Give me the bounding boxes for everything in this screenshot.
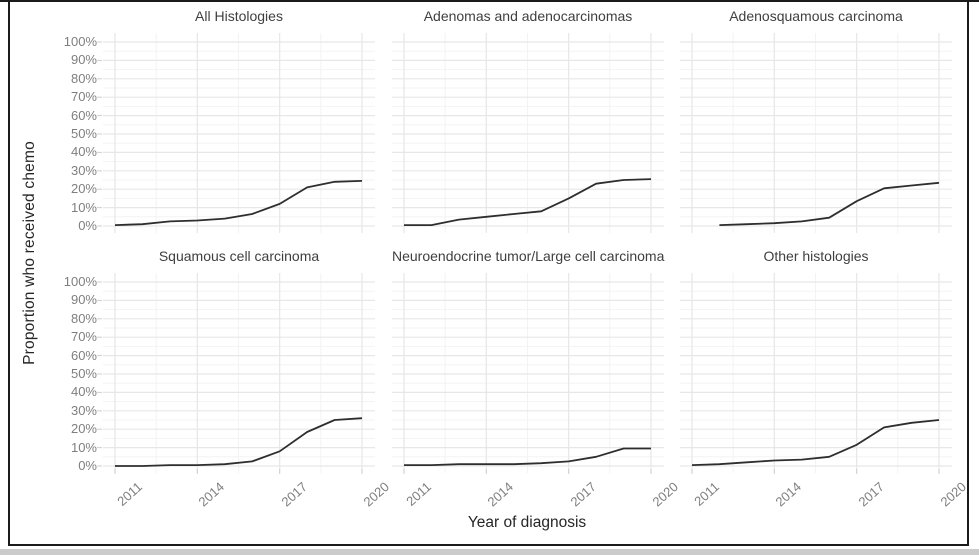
panel-title: All Histologies (195, 8, 283, 24)
y-tick-label: 60% (70, 107, 97, 123)
y-tick-label: 90% (70, 52, 97, 68)
facet-plot-area (392, 33, 664, 233)
data-line (115, 417, 363, 467)
y-tick-label: 10% (70, 199, 97, 215)
y-axis-title: Proportion who received chemo (21, 141, 38, 365)
facet-panel (97, 33, 375, 233)
data-line (404, 178, 652, 227)
facet-plot-area (392, 273, 664, 474)
figure-border (8, 0, 969, 546)
figure-top-border (0, 0, 979, 2)
y-tick-label: 100% (63, 274, 97, 289)
y-tick-label: 30% (70, 402, 97, 418)
y-tick-label: 40% (70, 384, 97, 400)
y-tick-label: 100% (63, 34, 97, 49)
y-tick-label: 20% (70, 421, 97, 437)
panel-title: Squamous cell carcinoma (158, 248, 320, 264)
facet-panel (392, 273, 664, 474)
facet-plot-area (680, 273, 952, 474)
data-line (114, 180, 363, 226)
y-tick-label: 60% (70, 347, 97, 363)
y-tick-label: 50% (70, 366, 97, 381)
page-edge-strip (0, 549, 979, 555)
y-tick-label: 40% (70, 144, 97, 160)
data-line (719, 181, 940, 226)
facet-plot-area (97, 33, 375, 233)
y-tick-label: 90% (70, 292, 97, 308)
y-tick-label: 80% (70, 70, 97, 86)
data-line (691, 419, 940, 466)
y-tick-label: 50% (70, 126, 97, 141)
facet-panel (97, 273, 375, 474)
panel-title: Other histologies (763, 248, 869, 264)
y-tick-label: 0% (78, 218, 97, 233)
facet-panel (680, 273, 952, 474)
y-tick-label: 80% (70, 310, 97, 326)
y-tick-label: 20% (70, 181, 97, 197)
x-axis-title: Year of diagnosis (467, 514, 587, 531)
panel-title: Neuroendocrine tumor/Large cell carcinom… (392, 248, 665, 264)
y-tick-label: 70% (70, 89, 97, 105)
y-tick-label: 10% (70, 439, 97, 455)
y-tick-label: 0% (78, 458, 97, 473)
panel-title: Adenosquamous carcinoma (729, 8, 903, 24)
facet-plot-area (97, 273, 375, 474)
facet-panel (392, 33, 664, 233)
y-tick-label: 70% (70, 329, 97, 345)
data-line (404, 447, 651, 467)
y-tick-label: 30% (70, 162, 97, 178)
panel-title: Adenomas and adenocarcinomas (423, 8, 633, 24)
facet-plot-area (680, 33, 952, 233)
facet-panel (680, 33, 952, 233)
